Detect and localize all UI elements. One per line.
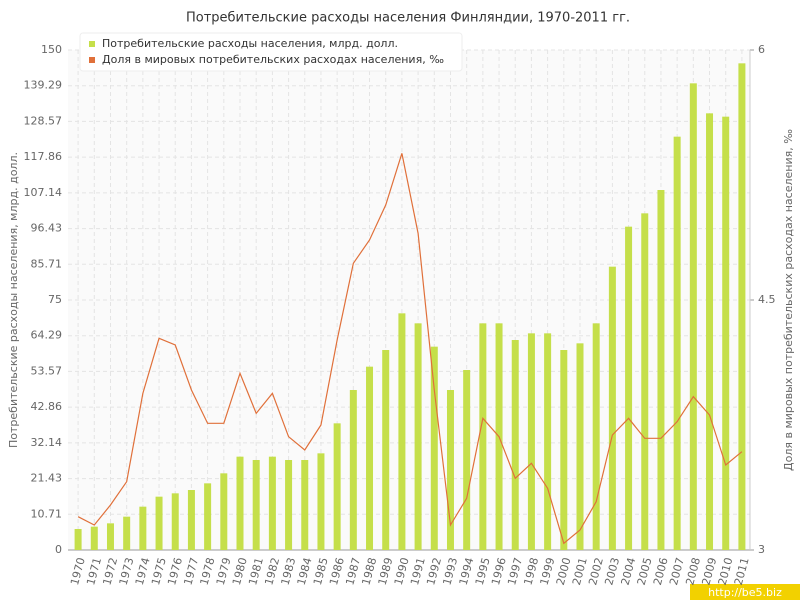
bar <box>268 456 276 550</box>
bar <box>706 113 714 550</box>
bar <box>171 493 179 550</box>
legend-marker <box>89 57 95 63</box>
y2-tick-label: 6 <box>758 43 765 56</box>
bar <box>511 340 519 550</box>
y-tick-label: 10.71 <box>31 507 63 520</box>
y-tick-label: 53.57 <box>31 364 63 377</box>
legend-box <box>79 32 463 72</box>
bar <box>317 453 325 550</box>
bar <box>349 390 357 550</box>
y-tick-label: 128.57 <box>24 114 63 127</box>
bar <box>139 506 147 550</box>
bar <box>527 333 535 550</box>
y-tick-label: 32.14 <box>31 436 63 449</box>
bar <box>625 226 633 550</box>
bar <box>738 63 746 550</box>
bar <box>90 526 98 550</box>
legend-marker <box>89 41 95 47</box>
bar <box>252 460 260 550</box>
y-tick-label: 96.43 <box>31 222 63 235</box>
y2-tick-label: 3 <box>758 543 765 556</box>
bar <box>236 456 244 550</box>
bar <box>592 323 600 550</box>
bar <box>398 313 406 550</box>
bar <box>333 423 341 550</box>
y2-tick-label: 4.5 <box>758 293 776 306</box>
bar <box>106 523 114 550</box>
bar <box>479 323 487 550</box>
bar <box>220 473 228 550</box>
bar <box>285 460 293 550</box>
bar <box>689 83 697 550</box>
y-tick-label: 0 <box>55 543 62 556</box>
bar <box>544 333 552 550</box>
y-tick-label: 139.29 <box>24 79 63 92</box>
legend-label: Доля в мировых потребительских расходах … <box>102 53 444 66</box>
chart-title: Потребительские расходы населения Финлян… <box>186 11 630 26</box>
y-tick-label: 107.14 <box>24 186 63 199</box>
legend-label: Потребительские расходы населения, млрд.… <box>102 37 398 50</box>
bar <box>576 343 584 550</box>
y-tick-label: 85.71 <box>31 257 63 270</box>
bar <box>463 370 471 550</box>
bar <box>382 350 390 550</box>
bar <box>641 213 649 551</box>
bar <box>430 346 438 550</box>
bar <box>414 323 422 550</box>
watermark-box <box>690 584 800 600</box>
bar <box>187 490 195 550</box>
bar <box>446 390 454 550</box>
bar <box>608 266 616 550</box>
bar <box>657 190 665 550</box>
y-tick-label: 150 <box>41 43 62 56</box>
legend: Потребительские расходы населения, млрд.… <box>79 32 463 72</box>
y2-axis-title: Доля в мировых потребительских расходах … <box>782 129 795 471</box>
bar <box>74 529 82 550</box>
bar <box>123 516 131 550</box>
line <box>77 153 743 545</box>
y-axis-title: Потребительские расходы населения, млрд.… <box>7 152 20 448</box>
watermark: http://be5.biz <box>708 586 782 599</box>
y-tick-label: 21.43 <box>31 472 63 485</box>
y-tick-label: 42.86 <box>31 400 63 413</box>
y-tick-label: 75 <box>48 293 62 306</box>
bar <box>366 366 374 550</box>
bar <box>722 116 730 551</box>
y-tick-label: 64.29 <box>31 329 63 342</box>
y-tick-label: 117.86 <box>24 150 63 163</box>
bar <box>560 350 568 550</box>
bar <box>204 483 212 550</box>
bar <box>673 136 681 550</box>
bar <box>301 460 309 550</box>
bar <box>155 496 163 550</box>
